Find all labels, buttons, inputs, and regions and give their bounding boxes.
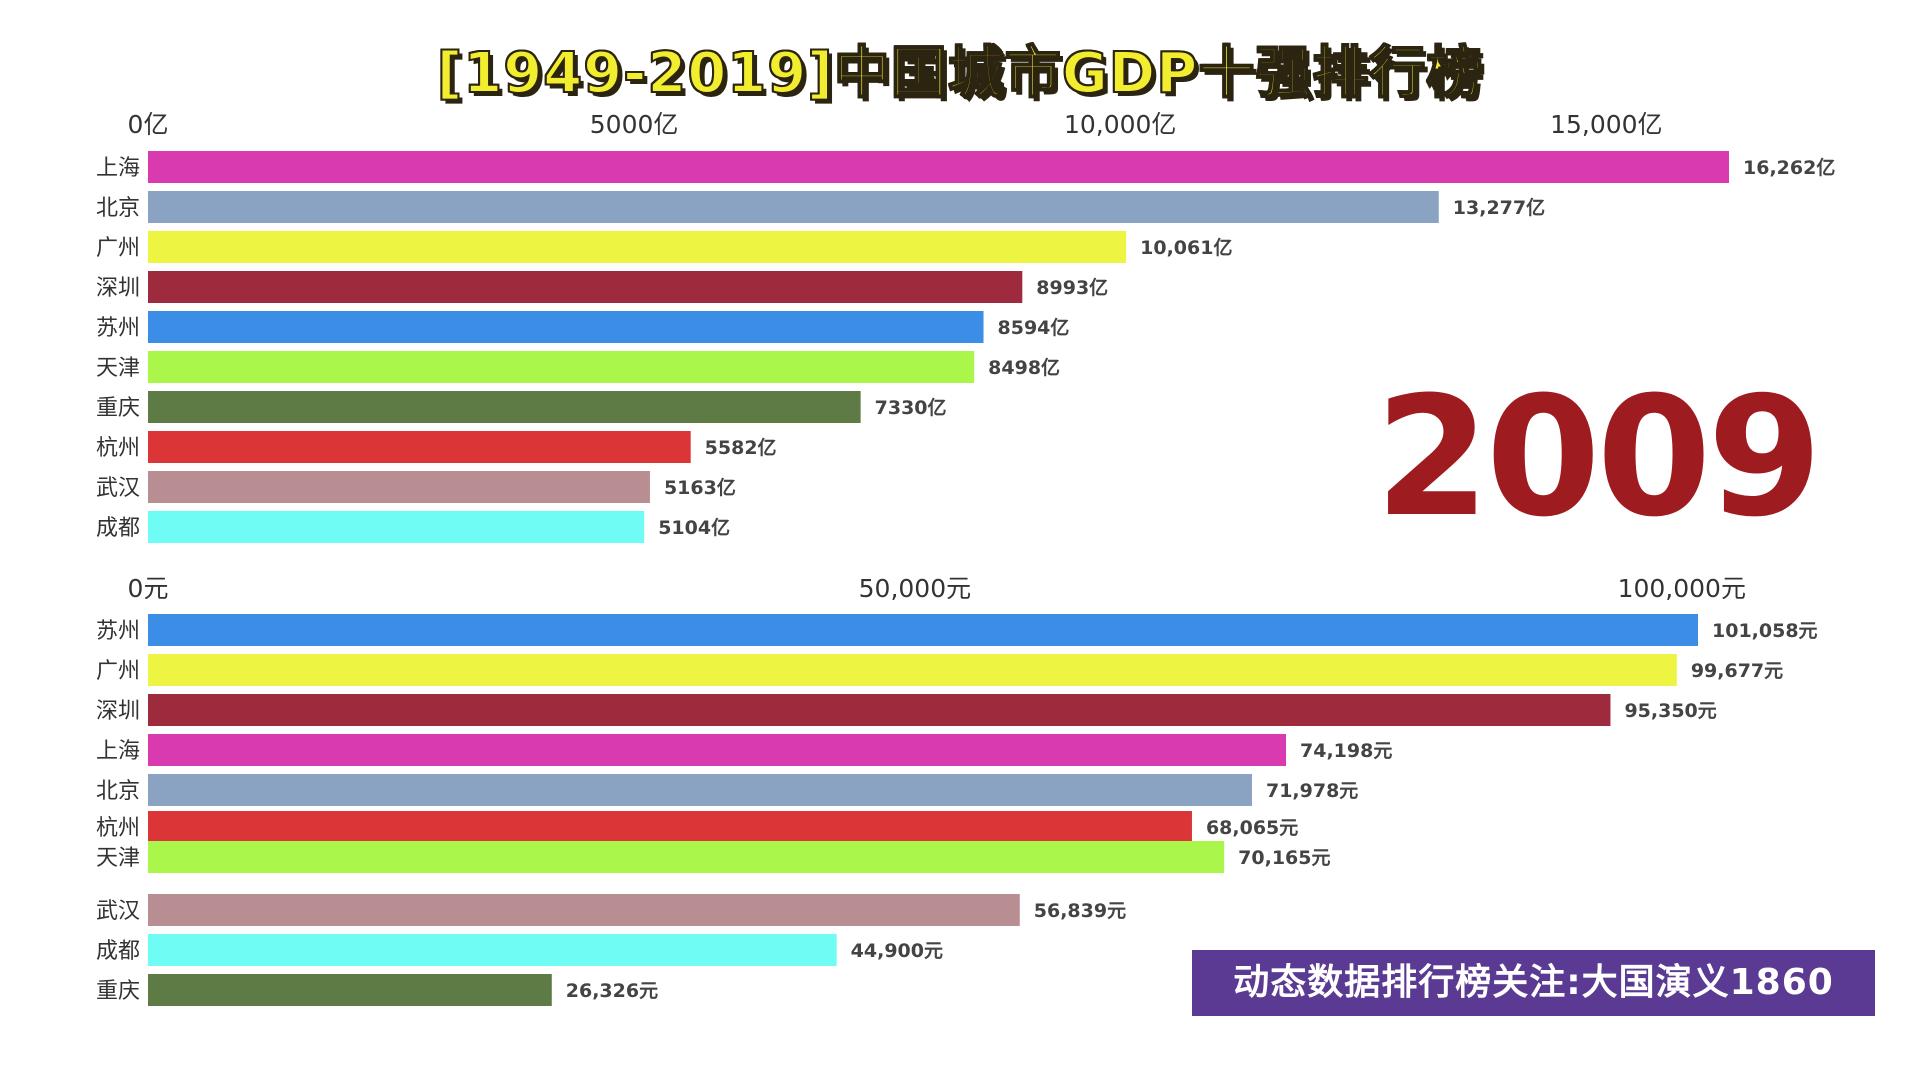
axis-tick-label: 10,000亿	[1064, 110, 1176, 139]
watermark-banner: 动态数据排行榜关注:大国演义1860	[1192, 950, 1875, 1016]
value-label: 5104亿	[658, 516, 730, 539]
value-label: 71,978元	[1266, 780, 1358, 802]
bar	[148, 311, 984, 343]
value-label: 70,165元	[1238, 847, 1330, 869]
bar	[148, 694, 1611, 726]
value-label: 5163亿	[664, 476, 736, 499]
category-label: 北京	[96, 196, 140, 221]
category-label: 上海	[96, 739, 140, 764]
bar	[148, 934, 837, 966]
value-label: 16,262亿	[1743, 156, 1835, 179]
value-label: 68,065元	[1206, 817, 1298, 839]
bar	[148, 614, 1698, 646]
category-label: 广州	[96, 236, 140, 261]
category-label: 成都	[96, 516, 140, 541]
value-label: 13,277亿	[1453, 196, 1545, 219]
category-label: 上海	[96, 156, 140, 181]
category-label: 天津	[96, 846, 140, 871]
bar	[148, 894, 1020, 926]
category-label: 武汉	[96, 899, 140, 924]
bar	[148, 774, 1252, 806]
value-label: 56,839元	[1034, 900, 1126, 922]
bar	[148, 511, 645, 543]
value-label: 44,900元	[851, 940, 943, 962]
category-label: 北京	[96, 779, 140, 804]
value-label: 8993亿	[1036, 276, 1108, 299]
value-label: 74,198元	[1300, 740, 1392, 762]
bar	[148, 351, 975, 383]
category-label: 广州	[96, 659, 140, 684]
value-label: 8498亿	[988, 356, 1060, 379]
bar	[148, 231, 1127, 263]
bar	[148, 471, 650, 503]
bar	[148, 431, 691, 463]
bar	[148, 654, 1677, 686]
category-label: 重庆	[96, 979, 140, 1004]
axis-tick-label: 50,000元	[859, 574, 971, 603]
bar	[148, 271, 1023, 303]
value-label: 99,677元	[1691, 660, 1783, 682]
bar	[148, 391, 861, 423]
value-label: 8594亿	[998, 316, 1070, 339]
year-label: 2009	[1375, 361, 1822, 553]
bar	[148, 974, 552, 1006]
axis-tick-label: 0亿	[128, 110, 169, 139]
axis-tick-label: 0元	[128, 574, 169, 603]
category-label: 武汉	[96, 476, 140, 501]
bar	[148, 811, 1192, 843]
category-label: 成都	[96, 939, 140, 964]
category-label: 杭州	[96, 816, 140, 841]
category-label: 天津	[96, 356, 140, 381]
axis-tick-label: 100,000元	[1618, 574, 1746, 603]
value-label: 26,326元	[566, 980, 658, 1002]
bar	[148, 151, 1729, 183]
category-label: 深圳	[96, 699, 140, 724]
page-title: [1949-2019]中国城市GDP十强排行榜	[436, 40, 1484, 107]
value-label: 7330亿	[875, 396, 947, 419]
category-label: 深圳	[96, 276, 140, 301]
category-label: 重庆	[96, 396, 140, 421]
category-label: 苏州	[96, 619, 140, 644]
value-label: 5582亿	[705, 436, 777, 459]
value-label: 101,058元	[1712, 620, 1818, 642]
category-label: 杭州	[96, 436, 140, 461]
axis-tick-label: 5000亿	[590, 110, 679, 139]
bar	[148, 734, 1287, 766]
value-label: 95,350元	[1624, 700, 1716, 722]
bar	[148, 191, 1439, 223]
bar	[148, 841, 1225, 873]
value-label: 10,061亿	[1140, 236, 1232, 259]
category-label: 苏州	[96, 316, 140, 341]
axis-tick-label: 15,000亿	[1550, 110, 1662, 139]
